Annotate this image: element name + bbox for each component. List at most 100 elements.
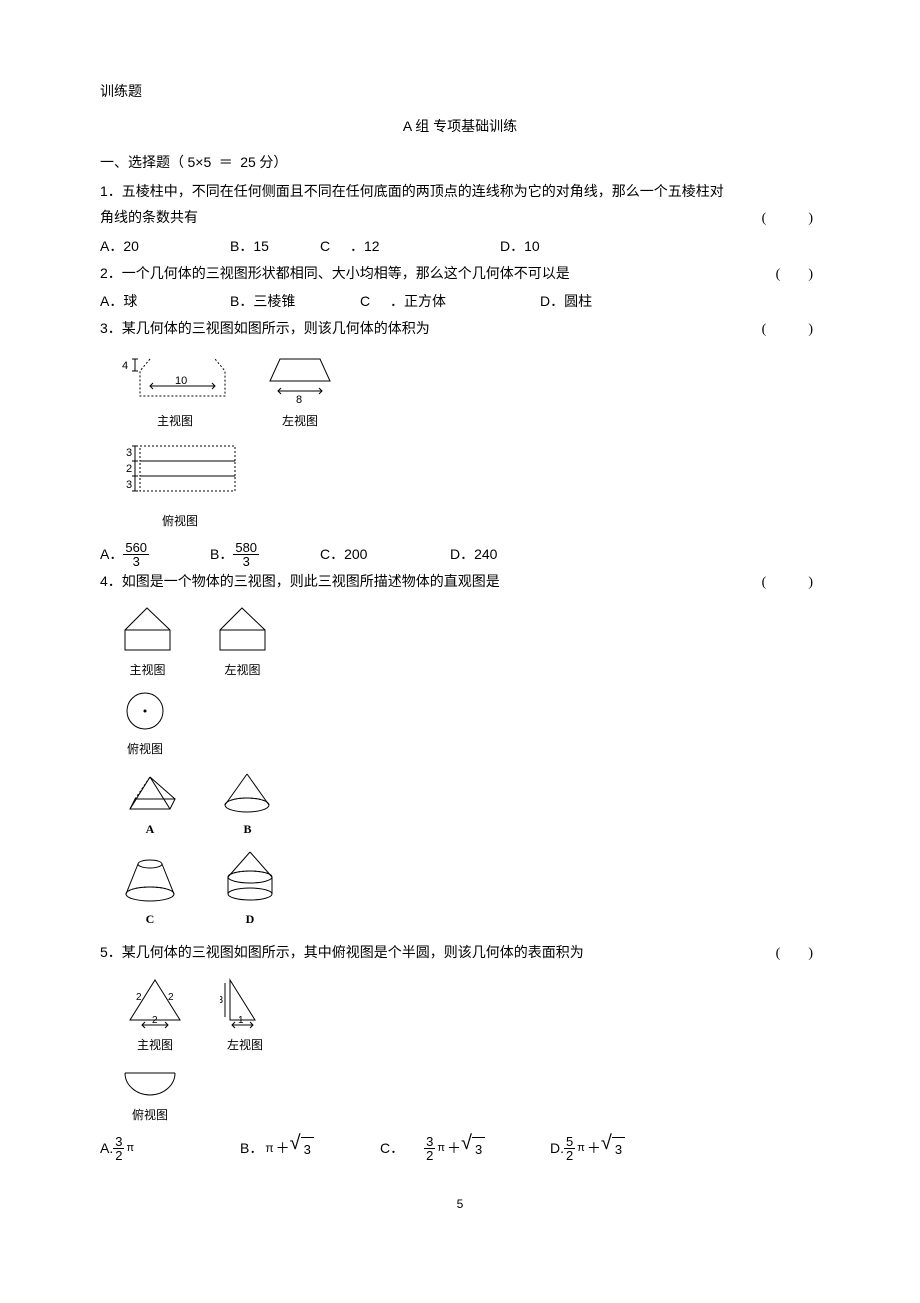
q3-a-den: 3 (131, 555, 142, 568)
q1-options: A．20 B．15 C ．12 D．10 (100, 233, 820, 260)
q1-opt-c2: ．12 (350, 233, 500, 260)
q4-front-label: 主视图 (129, 659, 165, 682)
q3-b-label: B． (210, 541, 233, 568)
q3-front-label: 主视图 (157, 410, 193, 433)
frustum-cone-icon (120, 854, 180, 904)
q5-d-den: 2 (564, 1149, 575, 1162)
q5-a-den: 2 (113, 1149, 124, 1162)
q5-top-view: 俯视图 (120, 1065, 180, 1127)
q1-opt-b: B．15 (230, 233, 320, 260)
q4-answer-blank (762, 570, 820, 597)
q3-views-row2: 3 2 3 俯视图 (120, 441, 820, 533)
q5-top-label: 俯视图 (132, 1104, 168, 1127)
circle-dot-icon (120, 689, 170, 734)
q2-opt-c2: ．正方体 (390, 288, 540, 315)
q1-opt-c: C (320, 233, 350, 260)
q5-c-den: 2 (424, 1149, 435, 1162)
q5-c-num: 3 (424, 1135, 435, 1149)
q3-views-row1: 4 10 主视图 8 左视图 (120, 351, 820, 433)
q2-opt-c: C (360, 288, 390, 315)
q3-opt-d: D．240 (450, 541, 497, 568)
trapezoid-side-icon: 8 (260, 351, 340, 406)
q3-top-label: 俯视图 (162, 510, 198, 533)
section-1-heading: 一、选择题（ 5×5 ＝ 25 分） (100, 149, 820, 178)
trapezoid-icon: 4 10 (120, 351, 230, 406)
q5-views-row1: 2 2 2 主视图 √3 1 左视图 (120, 975, 820, 1057)
cone-icon (220, 769, 275, 814)
q4-choice-a: A (120, 769, 180, 841)
q1-answer-blank (762, 206, 820, 233)
q4-top-label: 俯视图 (127, 738, 163, 761)
q2-opt-d: D．圆柱 (540, 288, 592, 315)
q2-options: A．球 B．三棱锥 C ．正方体 D．圆柱 (100, 288, 820, 315)
q4-choices-row2: C D (120, 849, 820, 931)
question-2: 2．一个几何体的三视图形状都相同、大小均相等，那么这个几何体不可以是 A．球 B… (100, 260, 820, 315)
q5-side-label: 左视图 (227, 1034, 263, 1057)
q5-d-pi: π (577, 1138, 585, 1159)
q5-a-pi: π (126, 1138, 134, 1159)
q5-views-row2: 俯视图 (120, 1065, 820, 1127)
stacked-rect-icon: 3 2 3 (120, 441, 240, 506)
prism-icon (120, 769, 180, 814)
q5-options: A. 32 π B． π ＋ √3 C． 32 π ＋ √3 D. 52 π ＋… (100, 1135, 820, 1163)
svg-text:2: 2 (136, 992, 142, 1003)
q5-b-pi: π (265, 1137, 273, 1160)
q4-b-label: B (243, 818, 251, 841)
svg-text:1: 1 (238, 1015, 244, 1026)
q3-num: 3． (100, 320, 122, 336)
q2-text: 一个几何体的三视图形状都相同、大小均相等，那么这个几何体不可以是 (122, 267, 570, 282)
q5-opt-b: B． π ＋ √3 (240, 1135, 380, 1163)
q2-opt-a: A．球 (100, 288, 230, 315)
q5-opt-c: C． 32 π ＋ √3 (380, 1135, 550, 1163)
semicircle-icon (120, 1065, 180, 1100)
svg-text:3: 3 (126, 479, 132, 491)
q5-a-label: A. (100, 1135, 113, 1162)
q4-d-label: D (246, 908, 255, 931)
q4-choice-c: C (120, 854, 180, 931)
q5-b-plus: ＋ (276, 1135, 290, 1162)
question-1: 1．五棱柱中，不同在任何侧面且不同在任何底面的两顶点的连线称为它的对角线，那么一… (100, 178, 820, 260)
q3-side-label: 左视图 (282, 410, 318, 433)
q2-answer-blank (776, 262, 820, 289)
house-shape-icon (215, 605, 270, 655)
q2-num: 2． (100, 265, 122, 281)
q3-options: A． 5603 B． 5803 C．200 D．240 (100, 541, 820, 568)
question-5: 5．某几何体的三视图如图所示，其中俯视图是个半圆，则该几何体的表面积为 2 2 … (100, 939, 820, 1163)
question-4: 4．如图是一个物体的三视图，则此三视图所描述物体的直观图是 主视图 左视图 俯视… (100, 568, 820, 931)
q5-b-label: B． (240, 1135, 263, 1162)
q5-b-rad: 3 (301, 1137, 314, 1163)
q4-choice-d: D (220, 849, 280, 931)
q3-a-label: A． (100, 541, 123, 568)
q1-opt-a: A．20 (100, 233, 230, 260)
svg-text:4: 4 (122, 360, 128, 372)
q5-answer-blank (776, 941, 820, 968)
triangle-labeled-icon: 2 2 2 (120, 975, 190, 1030)
cone-on-cylinder-icon (220, 849, 280, 904)
svg-text:3: 3 (126, 447, 132, 459)
sec1-rhs: 25 (240, 154, 256, 170)
q5-c-label: C． (380, 1135, 404, 1162)
q3-b-den: 3 (241, 555, 252, 568)
svg-text:10: 10 (175, 375, 187, 387)
q1-num: 1． (100, 183, 122, 199)
svg-text:√3: √3 (220, 994, 223, 1006)
q3-opt-c: C．200 (320, 541, 450, 568)
q4-a-label: A (146, 818, 155, 841)
q3-text: 某几何体的三视图如图所示，则该几何体的体积为 (122, 322, 430, 337)
q1-text2: 角线的条数共有 (100, 206, 198, 233)
q5-front-view: 2 2 2 主视图 (120, 975, 190, 1057)
q5-num: 5． (100, 944, 122, 960)
q3-answer-blank (762, 317, 820, 344)
sec1-lhs: 5×5 (188, 154, 212, 170)
q1-text1: 五棱柱中，不同在任何侧面且不同在任何底面的两顶点的连线称为它的对角线，那么一个五… (122, 185, 724, 200)
q3-side-view: 8 左视图 (260, 351, 340, 433)
q1-opt-d: D．10 (500, 233, 540, 260)
svg-text:2: 2 (152, 1015, 158, 1026)
q5-d-rad: 3 (612, 1137, 625, 1163)
q5-opt-d: D. 52 π ＋ √3 (550, 1135, 625, 1163)
q5-a-num: 3 (113, 1135, 124, 1149)
house-shape-icon (120, 605, 175, 655)
q4-c-label: C (146, 908, 155, 931)
q4-views-row1: 主视图 左视图 (120, 605, 820, 682)
group-title: A 组 专项基础训练 (100, 113, 820, 140)
